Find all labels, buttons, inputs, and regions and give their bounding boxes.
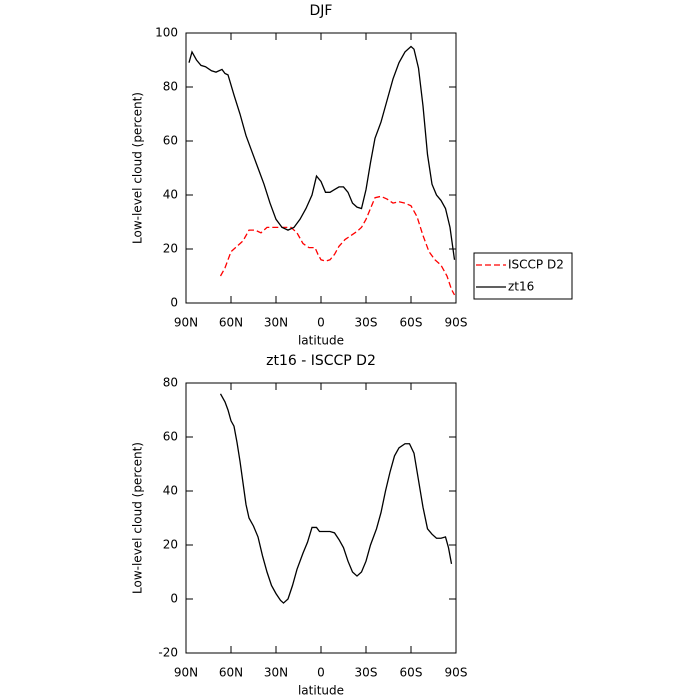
y-tick-label: 20 bbox=[163, 538, 178, 552]
y-tick-label: 80 bbox=[163, 376, 178, 390]
y-tick-label: 60 bbox=[163, 134, 178, 148]
x-tick-label: 90S bbox=[445, 316, 468, 330]
legend-box bbox=[473, 252, 573, 300]
x-tick-label: 90N bbox=[174, 316, 198, 330]
x-tick-label: 90S bbox=[445, 666, 468, 680]
x-tick-label: 60N bbox=[219, 666, 243, 680]
x-tick-label: 30S bbox=[355, 666, 378, 680]
chart-title: DJF bbox=[310, 3, 333, 19]
y-tick-label: 100 bbox=[155, 26, 178, 40]
y-tick-label: 0 bbox=[170, 592, 178, 606]
legend-label: ISCCP D2 bbox=[508, 258, 564, 272]
chart-panel: zt16 - ISCCP D2 latitude Low-level cloud (… bbox=[131, 353, 468, 698]
chart-title: zt16 - ISCCP D2 bbox=[266, 353, 376, 369]
y-tick-label: 40 bbox=[163, 484, 178, 498]
data-line bbox=[219, 393, 453, 604]
x-tick-label: 60N bbox=[219, 316, 243, 330]
legend-label: zt16 bbox=[508, 280, 534, 294]
data-line bbox=[219, 195, 456, 296]
x-axis-label: latitude bbox=[298, 334, 344, 348]
chart-panel: DJF latitude Low-level cloud (percent) 90N 6… bbox=[131, 3, 573, 348]
y-tick-label: 20 bbox=[163, 242, 178, 256]
y-tick-label: 40 bbox=[163, 188, 178, 202]
x-axis-label: latitude bbox=[298, 684, 344, 698]
y-tick-label: 60 bbox=[163, 430, 178, 444]
x-tick-label: 60S bbox=[400, 666, 423, 680]
plot-frame bbox=[185, 382, 457, 654]
x-tick-label: 30N bbox=[264, 316, 288, 330]
x-tick-label: 30N bbox=[264, 666, 288, 680]
x-tick-label: 0 bbox=[317, 316, 325, 330]
y-tick-label: 0 bbox=[170, 296, 178, 310]
y-axis-label: Low-level cloud (percent) bbox=[131, 442, 145, 594]
x-tick-label: 90N bbox=[174, 666, 198, 680]
x-tick-label: 30S bbox=[355, 316, 378, 330]
y-tick-label: -20 bbox=[158, 646, 178, 660]
x-tick-label: 60S bbox=[400, 316, 423, 330]
legend: ISCCP D2 zt16 bbox=[473, 252, 573, 300]
y-tick-label: 80 bbox=[163, 80, 178, 94]
data-line bbox=[188, 45, 456, 260]
y-axis-label: Low-level cloud (percent) bbox=[131, 92, 145, 244]
x-tick-label: 0 bbox=[317, 666, 325, 680]
